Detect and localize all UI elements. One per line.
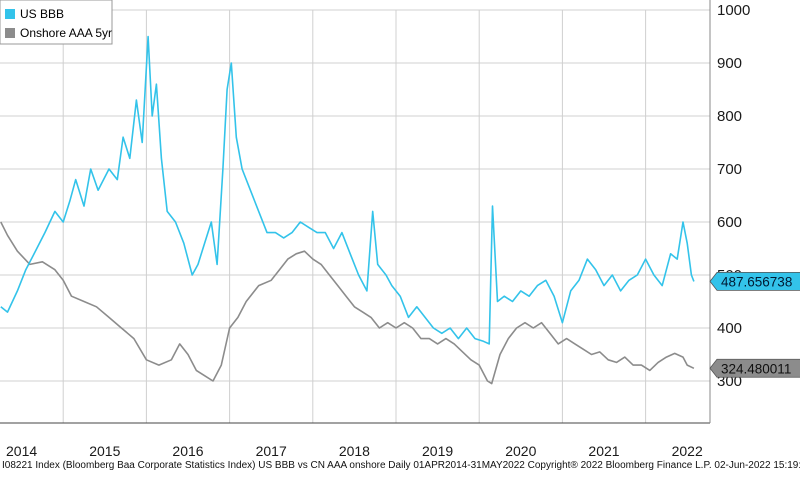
x-tick-label: 2018 xyxy=(339,443,370,459)
y-tick-label: 400 xyxy=(717,320,742,337)
legend-box xyxy=(0,0,113,45)
legend: US BBB Onshore AAA 5yr xyxy=(0,0,113,45)
x-axis-labels: 2014 2015 2016 2017 2018 2019 2020 2021 2022 xyxy=(6,443,703,459)
legend-label-onshore-aaa: Onshore AAA 5yr xyxy=(20,26,112,40)
y-tick-label: 700 xyxy=(717,161,742,178)
x-tick-label: 2016 xyxy=(172,443,203,459)
legend-label-us-bbb: US BBB xyxy=(20,7,64,21)
value-tag-label: 487.656738 xyxy=(721,274,792,289)
grid-lines xyxy=(0,0,711,424)
y-axis-labels: 3004005006007008009001000 xyxy=(717,2,750,390)
x-tick-label: 2021 xyxy=(588,443,619,459)
x-tick-label: 2014 xyxy=(6,443,37,459)
last-value-tag: 324.480011 xyxy=(709,358,800,378)
y-tick-label: 900 xyxy=(717,55,742,72)
series-line-us-bbb xyxy=(0,35,695,345)
value-tag-box xyxy=(709,271,800,291)
y-tick-label: 1000 xyxy=(717,2,750,19)
value-tag-box xyxy=(709,358,800,378)
value-tags: 487.656738 324.480011 xyxy=(709,271,800,378)
series-lines xyxy=(0,35,695,385)
y-tick-label: 800 xyxy=(717,108,742,125)
last-value-tag: 487.656738 xyxy=(709,271,800,291)
x-tick-label: 2022 xyxy=(672,443,703,459)
series-line-onshore-aaa-5yr xyxy=(0,221,695,385)
x-tick-label: 2015 xyxy=(89,443,120,459)
legend-swatch-onshore-aaa xyxy=(5,28,15,38)
x-tick-label: 2017 xyxy=(256,443,287,459)
x-tick-label: 2020 xyxy=(505,443,536,459)
x-tick-label: 2019 xyxy=(422,443,453,459)
y-tick-label: 600 xyxy=(717,214,742,231)
legend-swatch-us-bbb xyxy=(5,9,15,19)
value-tag-label: 324.480011 xyxy=(721,361,791,376)
footer-source-text: I08221 Index (Bloomberg Baa Corporate St… xyxy=(2,460,800,471)
